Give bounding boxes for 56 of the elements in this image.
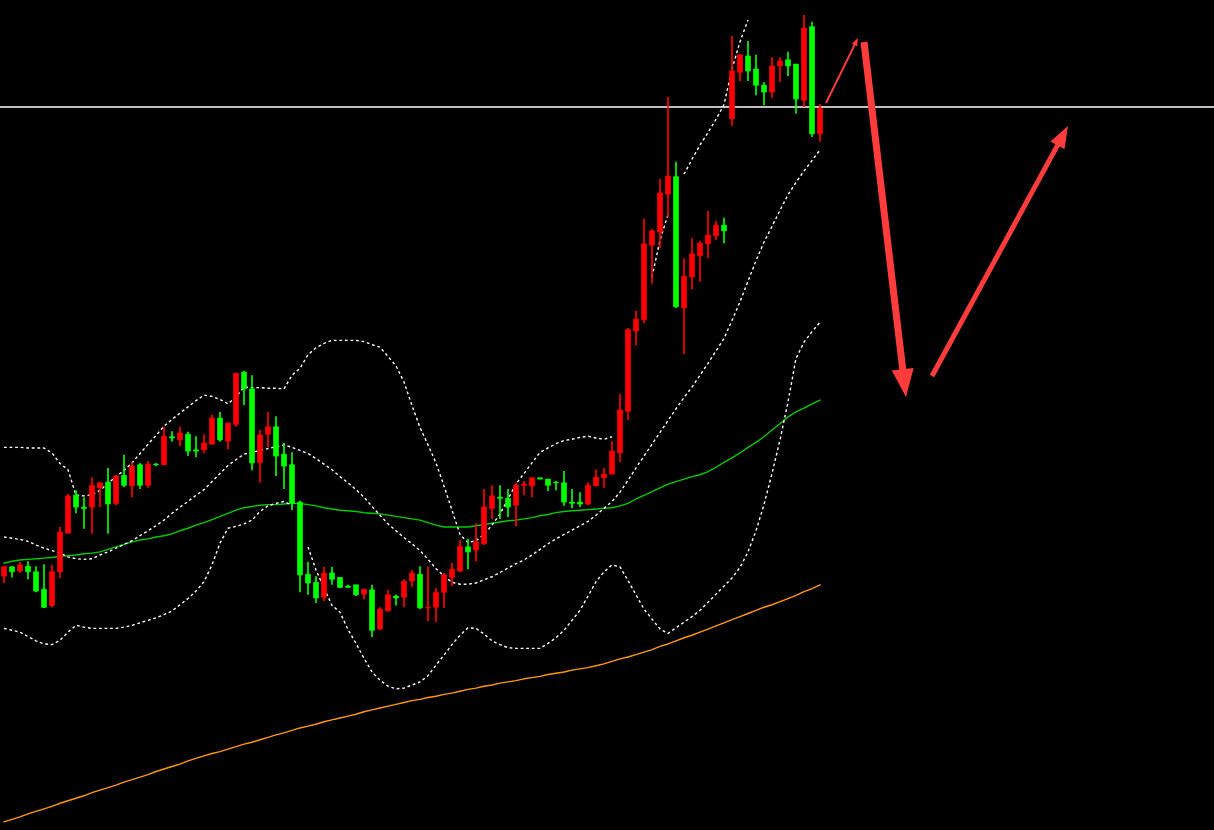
candlestick [305,561,311,596]
candlestick [713,220,719,241]
candlestick [81,496,87,530]
candlestick [201,433,207,454]
candlestick [705,210,711,260]
candlestick [241,369,247,406]
candlestick [129,461,135,498]
candlestick [497,484,503,520]
candlestick [505,488,511,518]
candlestick [649,228,655,285]
candlestick [385,589,391,612]
candlestick [689,237,695,291]
candlestick [785,50,791,77]
candlestick [633,310,639,347]
candlestick [313,575,319,604]
candlestick [609,440,615,475]
candlestick [761,81,767,106]
candlestick [185,430,191,457]
candlestick [665,96,671,218]
candlestick [25,560,31,581]
candlestick [745,40,751,82]
candlestick [433,587,439,624]
candlestick [145,460,151,489]
candlestick [737,53,743,82]
candlestick [489,484,495,520]
candlestick [33,565,39,594]
candlestick [177,425,183,447]
candlestick [121,453,127,489]
candlestick [225,422,231,451]
candlestick [281,442,287,490]
candlestick [193,435,199,459]
candlestick [449,562,455,587]
candlestick [529,476,535,498]
candlestick [753,53,759,97]
candlestick [217,411,223,443]
candlestick [777,56,783,83]
candlestick [425,565,431,622]
candlestick [41,563,47,609]
candlestick [265,411,271,449]
candlestick [89,476,95,535]
candlestick [601,467,607,489]
candlestick [697,239,703,283]
candlestick [513,481,519,528]
candlestick [105,467,111,535]
candlestick [137,462,143,490]
candlestick [441,572,447,609]
candlestick [465,537,471,571]
candlestick [561,470,567,507]
candlestick [721,216,727,245]
candlestick [521,480,527,497]
candlestick [329,565,335,586]
candlestick [569,488,575,510]
candlestick [473,522,479,563]
candlestick [97,481,103,508]
candlestick [401,578,407,609]
candlestick [73,489,79,515]
